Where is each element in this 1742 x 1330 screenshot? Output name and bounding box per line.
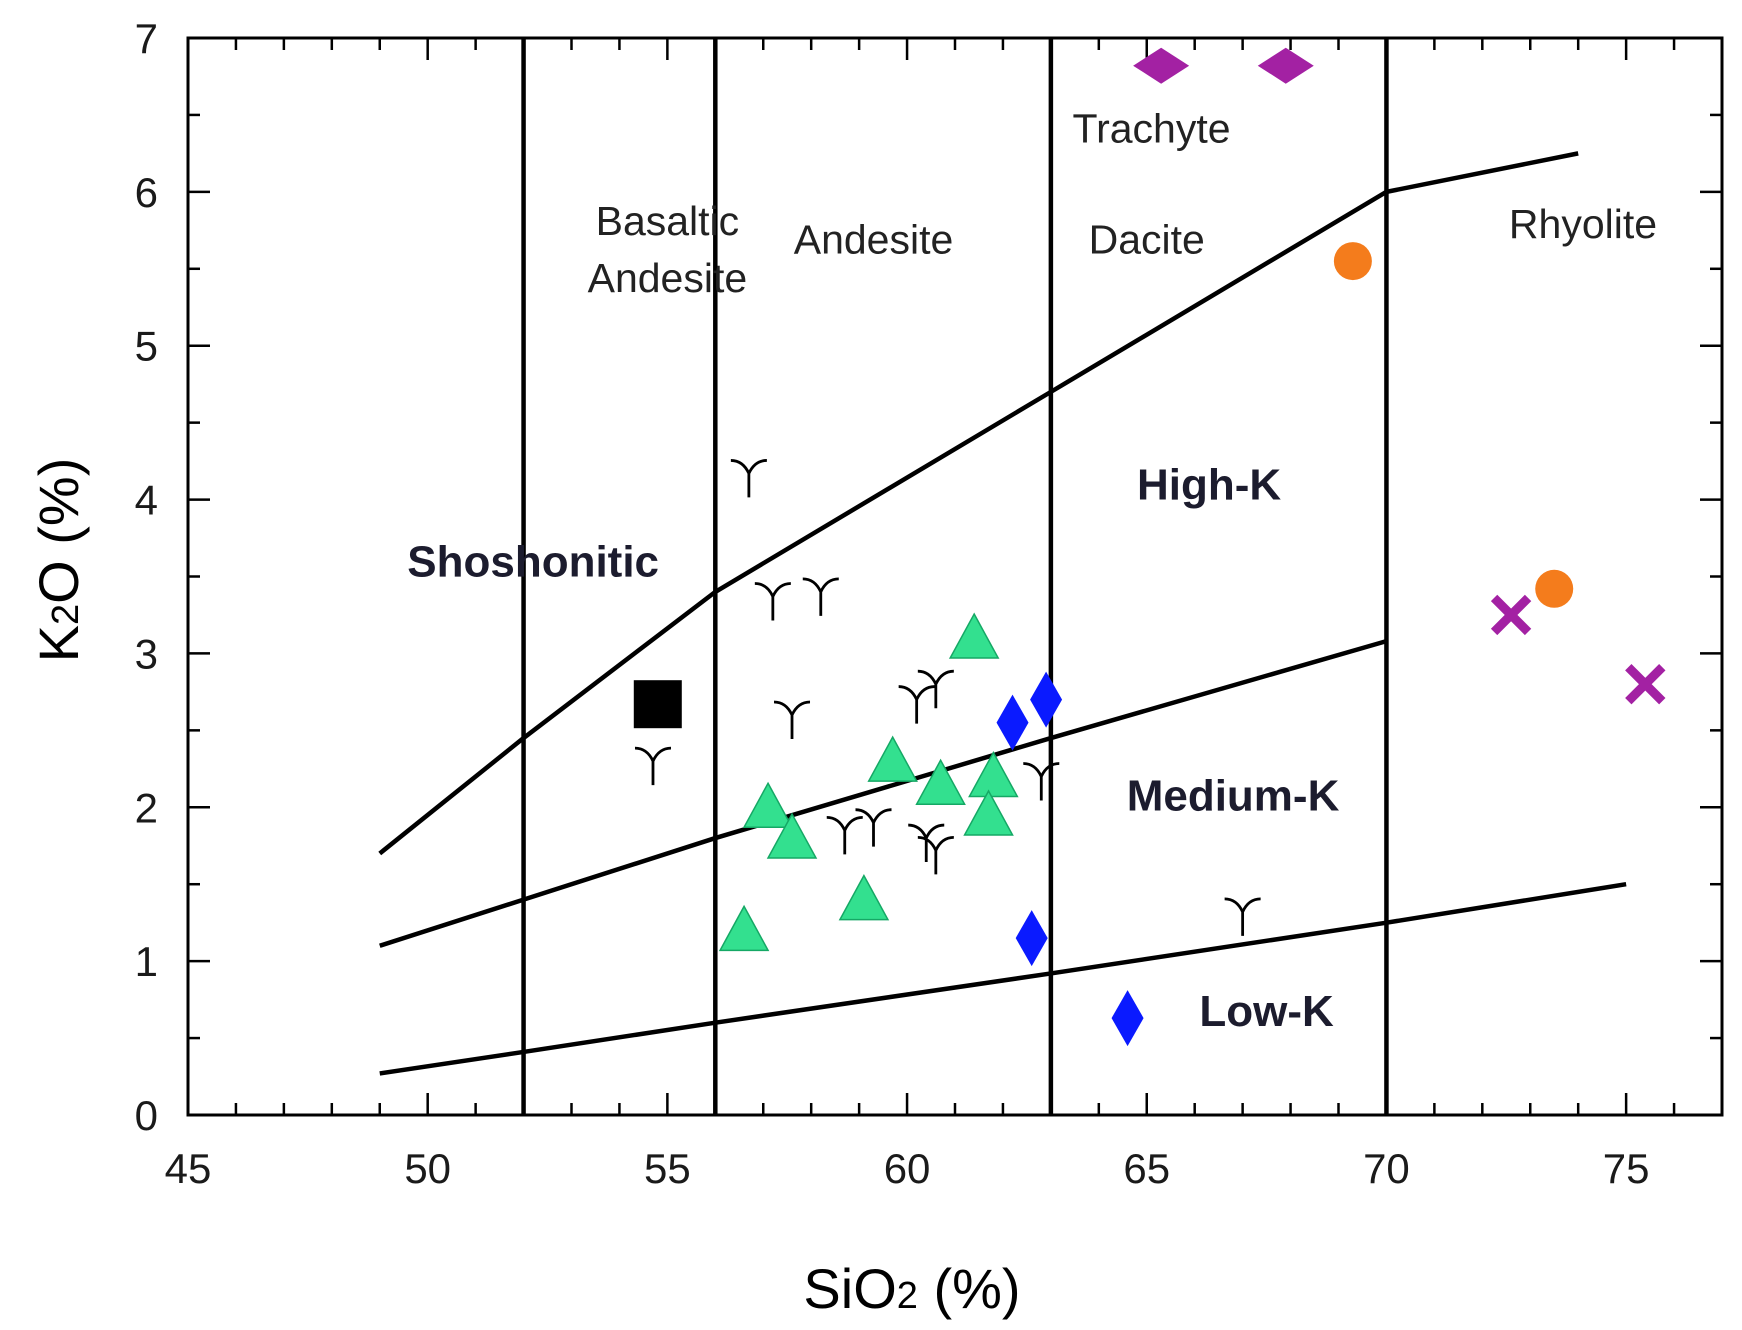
- field-label: Rhyolite: [1509, 201, 1657, 247]
- y-tick-label: 0: [135, 1092, 158, 1139]
- green-triangle-point: [867, 735, 918, 782]
- tri-marker-point: [754, 582, 791, 621]
- green-triangle-point: [915, 758, 966, 805]
- orange-circle-point: [1535, 569, 1574, 608]
- blue-diamond-point: [996, 694, 1029, 751]
- y-tick-label: 6: [135, 169, 158, 216]
- shoshonitic-highK-boundary: [378, 151, 1579, 856]
- blue-diamond-point: [1015, 910, 1048, 967]
- purple-diamond-point: [1133, 47, 1190, 84]
- series-label: High-K: [1137, 461, 1281, 510]
- y-tick-label: 3: [135, 630, 158, 677]
- tri-marker-point: [773, 700, 811, 739]
- y-tick-label: 7: [135, 15, 158, 62]
- black-square-point: [633, 680, 682, 729]
- green-triangle-point: [963, 789, 1014, 836]
- x-tick-label: 60: [884, 1145, 931, 1192]
- y-tick-label: 4: [135, 477, 158, 524]
- y-tick-label: 2: [135, 784, 158, 831]
- tri-marker-point: [917, 835, 954, 875]
- x-axis-title: SiO2 (%): [803, 1257, 1020, 1320]
- data-markers: [633, 47, 1666, 1047]
- boundary-layer: [378, 38, 1627, 1115]
- green-triangle-point: [968, 750, 1019, 798]
- blue-diamond-point: [1030, 671, 1063, 728]
- mediumK-lowK-boundary: [379, 881, 1627, 1076]
- x-tick-label: 70: [1363, 1145, 1410, 1192]
- x-tick-label: 65: [1123, 1145, 1170, 1192]
- green-triangle-point: [838, 874, 890, 921]
- tri-marker-point: [826, 815, 863, 855]
- series-label: Medium-K: [1127, 771, 1340, 820]
- purple-cross-point: [1625, 664, 1666, 705]
- green-triangle-point: [948, 612, 1000, 659]
- field-label: Basaltic: [596, 198, 740, 244]
- tri-marker-point: [898, 685, 935, 724]
- orange-circle-point: [1333, 242, 1372, 281]
- field-label: Andesite: [794, 216, 954, 262]
- field-labels: Basaltic Andesite Andesite Trachyte Dacite Rh…: [407, 106, 1657, 1036]
- x-tick-label: 50: [404, 1145, 451, 1192]
- series-label: Low-K: [1199, 987, 1334, 1036]
- green-triangle-point: [766, 812, 818, 859]
- tri-marker-point: [730, 459, 767, 498]
- field-label: Andesite: [588, 255, 748, 301]
- green-triangle-point: [718, 904, 770, 952]
- y-axis-title: K2O (%): [27, 458, 90, 663]
- tri-marker-point: [802, 577, 839, 616]
- field-label: Trachyte: [1073, 106, 1231, 152]
- tri-marker-point: [1023, 762, 1060, 801]
- x-tick-label: 75: [1603, 1145, 1650, 1192]
- purple-diamond-point: [1257, 47, 1314, 84]
- blue-diamond-point: [1111, 990, 1144, 1047]
- y-tick-label: 5: [135, 323, 158, 370]
- green-triangle-point: [742, 781, 794, 829]
- highK-mediumK-boundary: [379, 638, 1388, 948]
- tri-marker-point: [855, 808, 892, 847]
- tri-marker-point: [1224, 897, 1261, 936]
- field-label: Dacite: [1089, 216, 1205, 262]
- x-tick-label: 55: [644, 1145, 691, 1192]
- series-label: Shoshonitic: [407, 538, 659, 587]
- purple-cross-point: [1490, 594, 1532, 636]
- x-tick-label: 45: [165, 1145, 212, 1192]
- y-tick-label: 1: [135, 938, 158, 985]
- tri-marker-point: [917, 669, 954, 709]
- tri-marker-point: [634, 746, 672, 786]
